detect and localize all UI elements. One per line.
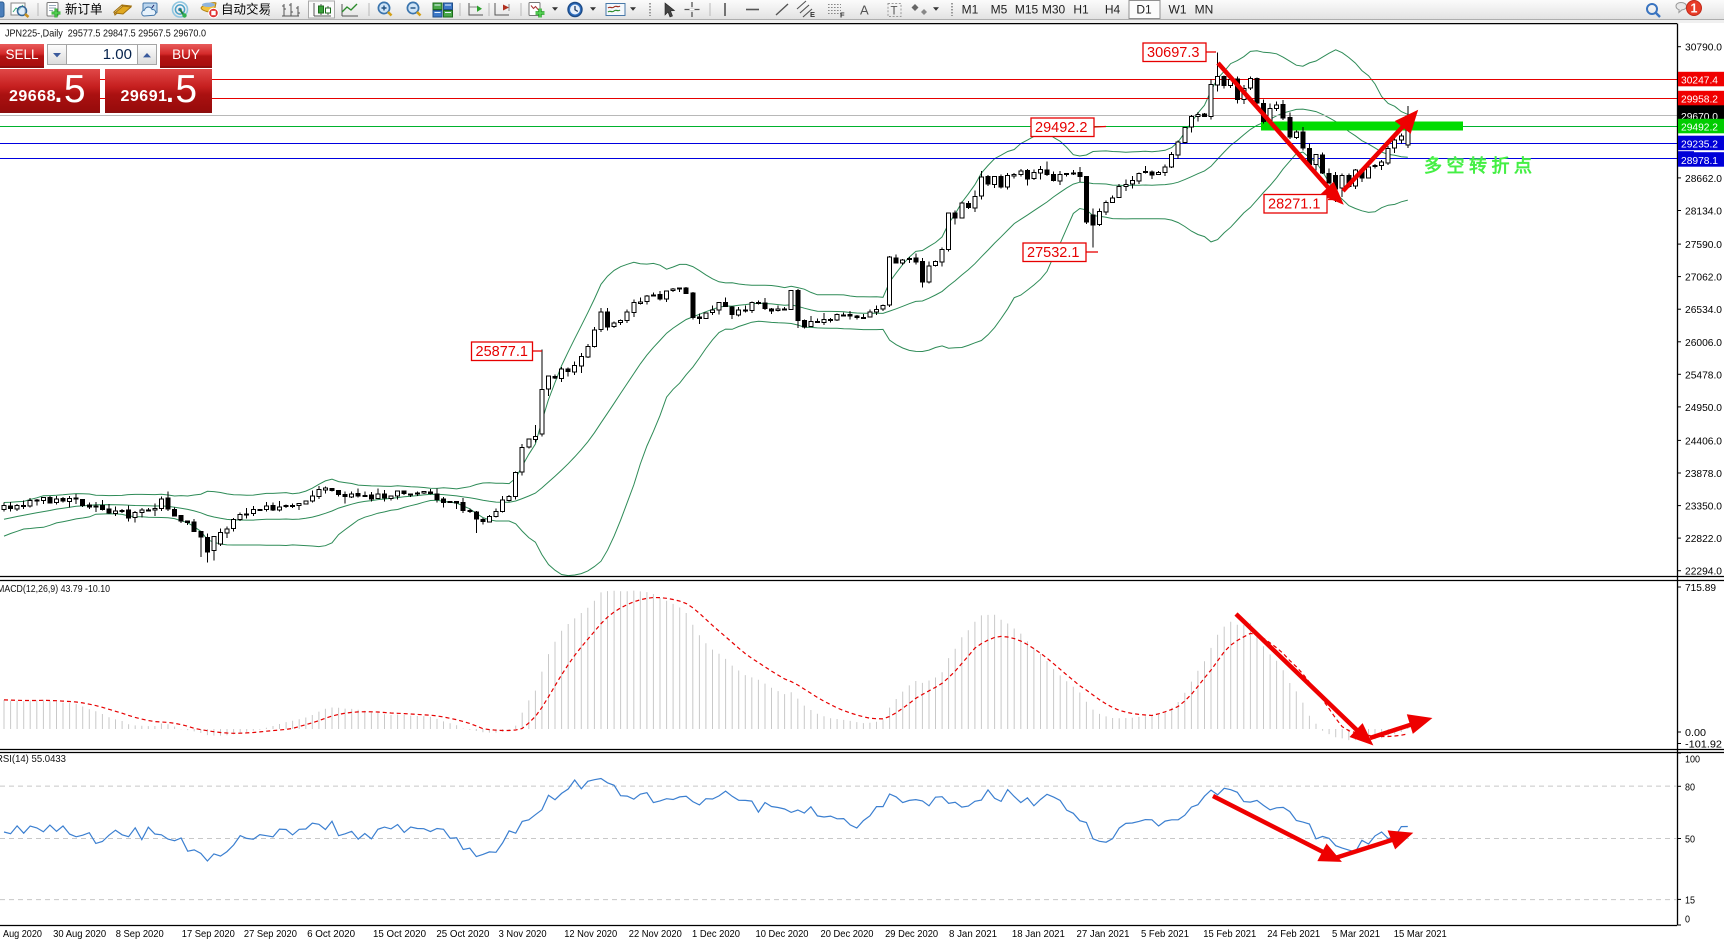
svg-text:Aug 2020: Aug 2020 xyxy=(3,928,42,939)
svg-text:50: 50 xyxy=(1685,834,1695,846)
svg-text:22822.0: 22822.0 xyxy=(1685,533,1722,545)
svg-text:30247.4: 30247.4 xyxy=(1681,74,1718,86)
svg-text:26534.0: 26534.0 xyxy=(1685,304,1722,316)
svg-text:25478.0: 25478.0 xyxy=(1685,369,1722,381)
svg-text:30697.3: 30697.3 xyxy=(1147,45,1199,61)
svg-text:29958.2: 29958.2 xyxy=(1681,93,1718,105)
svg-text:自动交易: 自动交易 xyxy=(221,2,271,17)
svg-text:18 Jan 2021: 18 Jan 2021 xyxy=(1012,928,1065,939)
svg-text:30 Aug 2020: 30 Aug 2020 xyxy=(53,928,106,939)
svg-text:M30: M30 xyxy=(1042,3,1066,17)
svg-text:25877.1: 25877.1 xyxy=(476,344,528,360)
svg-text:15: 15 xyxy=(1685,894,1695,906)
svg-text:MN: MN xyxy=(1195,3,1214,17)
svg-text:29235.2: 29235.2 xyxy=(1681,138,1718,150)
svg-text:22 Nov 2020: 22 Nov 2020 xyxy=(629,928,682,939)
svg-text:28978.1: 28978.1 xyxy=(1681,155,1718,167)
svg-text:1: 1 xyxy=(1691,2,1698,16)
svg-text:27062.0: 27062.0 xyxy=(1685,272,1722,284)
svg-text:15 Oct 2020: 15 Oct 2020 xyxy=(373,928,426,939)
svg-text:15 Feb 2021: 15 Feb 2021 xyxy=(1203,928,1256,939)
svg-text:A: A xyxy=(860,3,869,18)
svg-text:多空转折点: 多空转折点 xyxy=(1424,155,1537,176)
svg-text:8 Sep 2020: 8 Sep 2020 xyxy=(116,928,164,939)
svg-text:27532.1: 27532.1 xyxy=(1027,245,1079,261)
svg-text:27590.0: 27590.0 xyxy=(1685,239,1722,251)
svg-text:26006.0: 26006.0 xyxy=(1685,337,1722,349)
svg-text:12 Nov 2020: 12 Nov 2020 xyxy=(564,928,617,939)
svg-text:H1: H1 xyxy=(1073,3,1089,17)
svg-text:17 Sep 2020: 17 Sep 2020 xyxy=(182,928,235,939)
svg-text:D1: D1 xyxy=(1136,3,1152,17)
svg-text:RSI(14) 55.0433: RSI(14) 55.0433 xyxy=(0,753,66,765)
svg-text:JPN225-,Daily 29577.5 29847.5: JPN225-,Daily 29577.5 29847.5 29567.5 29… xyxy=(5,28,206,40)
svg-text:W1: W1 xyxy=(1169,3,1187,17)
svg-text:0.00: 0.00 xyxy=(1685,727,1706,739)
svg-text:29492.2: 29492.2 xyxy=(1681,121,1718,133)
svg-text:24950.0: 24950.0 xyxy=(1685,402,1722,414)
svg-text:28134.0: 28134.0 xyxy=(1685,206,1722,218)
svg-text:29 Dec 2020: 29 Dec 2020 xyxy=(885,928,938,939)
svg-text:0: 0 xyxy=(1685,914,1690,926)
svg-text:30790.0: 30790.0 xyxy=(1685,42,1722,54)
svg-text:20 Dec 2020: 20 Dec 2020 xyxy=(821,928,874,939)
svg-text:80: 80 xyxy=(1685,781,1695,793)
svg-text:MACD(12,26,9) 43.79 -10.10: MACD(12,26,9) 43.79 -10.10 xyxy=(0,583,110,595)
svg-text:-101.92: -101.92 xyxy=(1685,739,1722,751)
svg-text:25 Oct 2020: 25 Oct 2020 xyxy=(436,928,489,939)
svg-text:100: 100 xyxy=(1685,754,1700,766)
svg-text:M1: M1 xyxy=(962,3,979,17)
svg-text:3 Nov 2020: 3 Nov 2020 xyxy=(499,928,547,939)
svg-text:H4: H4 xyxy=(1105,3,1121,17)
svg-text:T: T xyxy=(891,6,898,18)
svg-text:F: F xyxy=(840,11,845,20)
svg-text:M5: M5 xyxy=(991,3,1008,17)
svg-text:5 Mar 2021: 5 Mar 2021 xyxy=(1332,928,1380,939)
svg-text:23878.0: 23878.0 xyxy=(1685,468,1722,480)
svg-text:24406.0: 24406.0 xyxy=(1685,435,1722,447)
svg-text:8 Jan 2021: 8 Jan 2021 xyxy=(949,928,997,939)
svg-text:1 Dec 2020: 1 Dec 2020 xyxy=(692,928,740,939)
svg-text:新订单: 新订单 xyxy=(65,2,103,17)
svg-text:28271.1: 28271.1 xyxy=(1268,197,1320,213)
svg-text:E: E xyxy=(810,10,815,19)
svg-text:27 Jan 2021: 27 Jan 2021 xyxy=(1077,928,1130,939)
svg-text:22294.0: 22294.0 xyxy=(1685,566,1722,578)
svg-text:24 Feb 2021: 24 Feb 2021 xyxy=(1267,928,1320,939)
svg-text:27 Sep 2020: 27 Sep 2020 xyxy=(244,928,297,939)
svg-text:6 Oct 2020: 6 Oct 2020 xyxy=(307,928,355,939)
svg-text:29492.2: 29492.2 xyxy=(1035,120,1087,136)
svg-text:23350.0: 23350.0 xyxy=(1685,501,1722,513)
svg-text:715.89: 715.89 xyxy=(1685,582,1716,594)
svg-text:M15: M15 xyxy=(1015,3,1039,17)
svg-text:5 Feb 2021: 5 Feb 2021 xyxy=(1141,928,1189,939)
svg-text:28662.0: 28662.0 xyxy=(1685,173,1722,185)
svg-text:10 Dec 2020: 10 Dec 2020 xyxy=(756,928,809,939)
svg-text:15 Mar 2021: 15 Mar 2021 xyxy=(1394,928,1447,939)
